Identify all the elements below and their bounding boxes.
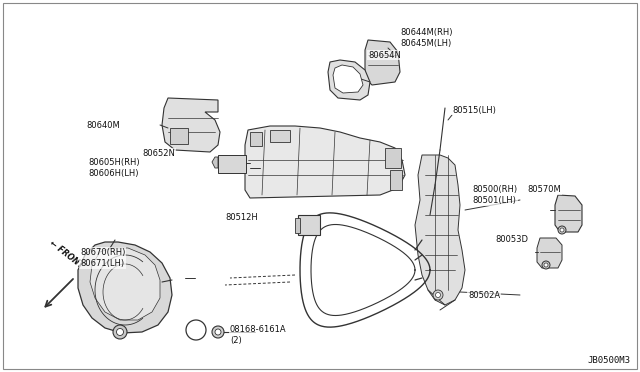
Circle shape: [542, 261, 550, 269]
Polygon shape: [537, 238, 562, 268]
Text: 80644M(RH)
80645M(LH): 80644M(RH) 80645M(LH): [400, 28, 452, 48]
Bar: [250, 132, 262, 146]
Polygon shape: [415, 155, 465, 305]
Circle shape: [560, 228, 564, 232]
Circle shape: [116, 328, 124, 336]
Text: S: S: [193, 326, 198, 334]
Bar: [270, 130, 290, 142]
Text: 80502A: 80502A: [468, 291, 500, 299]
Text: 80500(RH)
80501(LH): 80500(RH) 80501(LH): [472, 185, 517, 205]
Circle shape: [212, 326, 224, 338]
Text: 80640M: 80640M: [86, 121, 120, 129]
Polygon shape: [90, 248, 160, 320]
Text: 80512H: 80512H: [225, 214, 258, 222]
Circle shape: [544, 263, 548, 267]
Text: 80515(LH): 80515(LH): [452, 106, 496, 115]
Bar: [170, 128, 188, 144]
Circle shape: [186, 320, 206, 340]
Polygon shape: [162, 98, 220, 152]
Polygon shape: [212, 157, 218, 168]
Bar: [218, 155, 246, 173]
Text: 80670(RH)
80671(LH): 80670(RH) 80671(LH): [80, 248, 125, 268]
Circle shape: [113, 325, 127, 339]
Circle shape: [558, 226, 566, 234]
Circle shape: [435, 292, 440, 298]
Polygon shape: [245, 126, 405, 198]
Polygon shape: [328, 60, 370, 100]
Bar: [385, 148, 401, 168]
Text: ← FRONT: ← FRONT: [47, 238, 84, 270]
Polygon shape: [78, 242, 172, 333]
Text: 80570M: 80570M: [527, 186, 561, 195]
Polygon shape: [365, 40, 400, 85]
Polygon shape: [333, 65, 363, 93]
Text: 80652N: 80652N: [142, 148, 175, 157]
Polygon shape: [555, 195, 582, 232]
Text: 80605H(RH)
80606H(LH): 80605H(RH) 80606H(LH): [88, 158, 140, 178]
Text: 80053D: 80053D: [495, 235, 528, 244]
Bar: [390, 170, 402, 190]
Bar: [298, 215, 320, 235]
Bar: [295, 218, 300, 233]
Text: 08168-6161A
(2): 08168-6161A (2): [230, 325, 287, 345]
Circle shape: [215, 329, 221, 335]
Text: 80654N: 80654N: [368, 51, 401, 60]
Circle shape: [433, 290, 443, 300]
Text: JB0500M3: JB0500M3: [587, 356, 630, 365]
